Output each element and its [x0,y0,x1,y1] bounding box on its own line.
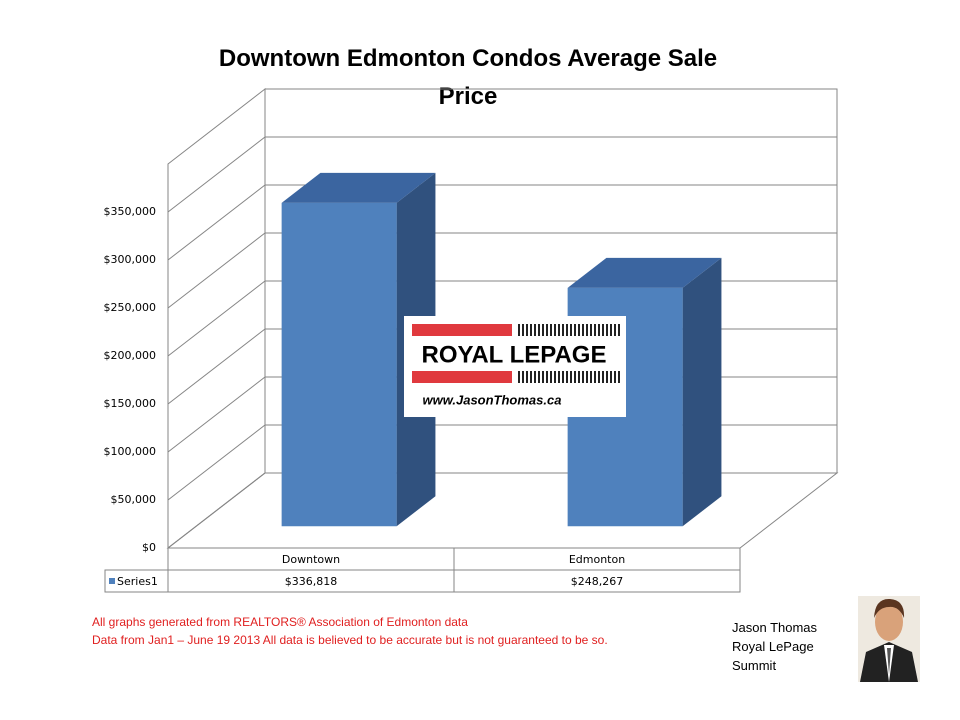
author-office: Summit [732,658,777,673]
barcode-line [538,324,540,336]
barcode-line [518,371,520,383]
logo: ROYAL LEPAGE www.JasonThomas.ca [404,316,626,417]
y-tick-label: $50,000 [111,493,157,506]
barcode-line [594,371,596,383]
y-tick-label: $250,000 [104,301,157,314]
bar-top [567,257,722,288]
barcode-line [562,371,564,383]
photo-hair [874,598,905,618]
barcode-line [550,371,552,383]
legend-key [109,578,115,584]
bar-top [281,172,436,203]
barcode-line [534,371,536,383]
disclaimer: Data from Jan1 – June 19 2013 All data i… [92,633,608,647]
portrait [858,596,920,682]
barcode-line [562,324,564,336]
barcode-line [610,371,612,383]
logo-stripe [412,324,512,336]
barcode-line [550,324,552,336]
barcode-line [590,324,592,336]
barcode-line [606,371,608,383]
barcode-line [522,371,524,383]
barcode-line [590,371,592,383]
photo-face [875,603,903,641]
barcode-line [526,324,528,336]
barcode-line [574,371,576,383]
barcode-line [570,371,572,383]
table-value: $336,818 [285,575,338,588]
barcode-line [578,324,580,336]
grid-line [167,424,837,501]
bar [281,202,397,527]
grid-line [167,232,837,309]
y-tick-label: $0 [142,541,156,554]
y-tick-label: $350,000 [104,205,157,218]
barcode-line [566,371,568,383]
table-value: $248,267 [571,575,624,588]
barcode-line [606,324,608,336]
barcode-line [586,324,588,336]
barcode-line [582,324,584,336]
barcode-line [542,324,544,336]
y-tick-label: $150,000 [104,397,157,410]
logo-stripe [412,371,512,383]
author-name: Jason Thomas [732,620,818,635]
barcode-line [574,324,576,336]
bar-side [682,257,722,527]
grid-line [167,136,837,213]
barcode-line [554,324,556,336]
logo-url: www.JasonThomas.ca [423,392,562,407]
barcode-line [546,371,548,383]
barcode-line [518,324,520,336]
barcode-line [558,371,560,383]
barcode-line [554,371,556,383]
photo-tie [887,648,891,675]
barcode-line [538,371,540,383]
y-tick-label: $100,000 [104,445,157,458]
x-tick-label: Edmonton [569,553,625,566]
barcode-line [570,324,572,336]
barcode-line [598,371,600,383]
legend-label: Series1 [117,575,158,588]
logo-barcode [518,324,620,383]
grid-line [167,184,837,261]
barcode-line [542,371,544,383]
barcode-line [530,371,532,383]
source-note: All graphs generated from REALTORS® Asso… [92,615,468,629]
barcode-line [534,324,536,336]
chart-title: Downtown Edmonton Condos Average Sale Pr… [218,45,718,110]
barcode-line [522,324,524,336]
barcode-line [618,324,620,336]
logo-brand: ROYAL LEPAGE [422,341,607,368]
y-tick-label: $200,000 [104,349,157,362]
y-tick-label: $300,000 [104,253,157,266]
table-border [104,548,741,593]
barcode-line [586,371,588,383]
barcode-line [546,324,548,336]
barcode-line [594,324,596,336]
barcode-line [602,371,604,383]
barcode-line [618,371,620,383]
barcode-line [578,371,580,383]
barcode-line [614,371,616,383]
barcode-line [530,324,532,336]
author-company: Royal LePage [732,639,814,654]
floor [166,472,839,549]
grid-line [167,472,837,549]
barcode-line [610,324,612,336]
x-tick-label: Downtown [282,553,340,566]
barcode-line [558,324,560,336]
barcode-line [526,371,528,383]
barcode-line [566,324,568,336]
barcode-line [598,324,600,336]
barcode-line [582,371,584,383]
barcode-line [602,324,604,336]
barcode-line [614,324,616,336]
